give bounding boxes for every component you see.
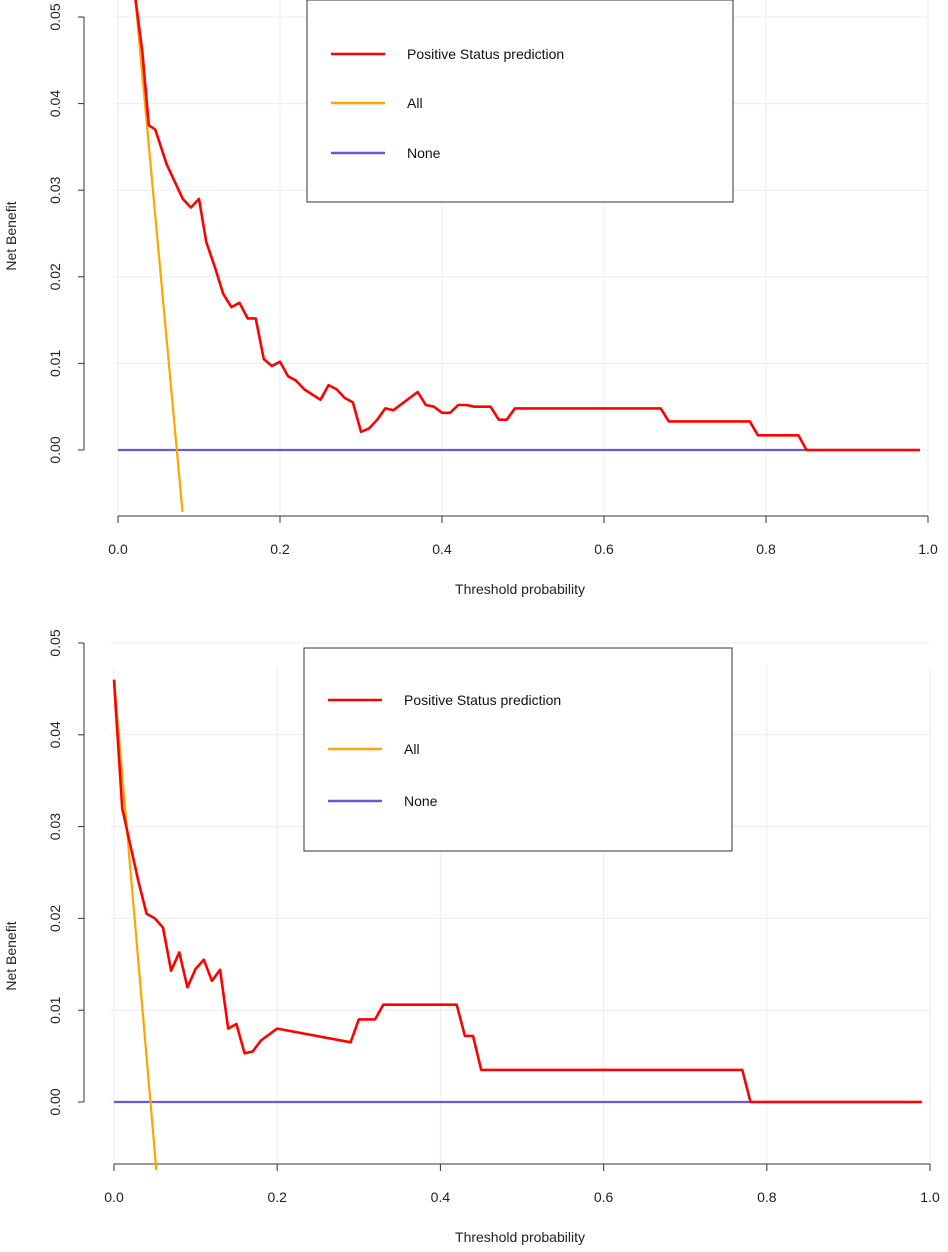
y-axis-title: Net Benefit bbox=[3, 201, 19, 270]
chart-panel-top: 0.00 0.01 0.02 0.03 0.04 0.05 0.0 0.2 0.4 0.6 0.8 1… bbox=[3, 0, 938, 597]
net-benefit-chart-top: 0.00 0.01 0.02 0.03 0.04 0.05 0.0 0.2 0.4 0.6 0.8 1… bbox=[3, 0, 938, 597]
x-axis-title: Threshold probability bbox=[455, 1229, 585, 1245]
legend: Positive Status prediction All None bbox=[306, 0, 734, 203]
x-tick-label: 0.8 bbox=[756, 541, 776, 557]
legend-box bbox=[306, 0, 734, 203]
series-line-all bbox=[134, 0, 184, 512]
series-line-all bbox=[112, 679, 158, 1170]
y-tick-label: 0.05 bbox=[47, 3, 63, 30]
x-tick-label: 1.0 bbox=[918, 541, 938, 557]
legend: Positive Status prediction All None bbox=[303, 647, 733, 852]
y-tick-label: 0.04 bbox=[47, 721, 63, 748]
legend-label: None bbox=[407, 145, 441, 161]
x-tick-label: 0.8 bbox=[757, 1189, 777, 1205]
y-tick-label: 0.01 bbox=[47, 350, 63, 377]
x-tick-label: 0.4 bbox=[431, 1189, 451, 1205]
x-tick-label: 0.6 bbox=[594, 541, 614, 557]
chart-panel-bottom: 0.00 0.01 0.02 0.03 0.04 0.05 0.0 0.2 0.4 0.6 0.8 1… bbox=[0, 626, 948, 1252]
legend-label: All bbox=[404, 741, 420, 757]
x-tick-label: 0.2 bbox=[270, 541, 290, 557]
series-line-positive-status-prediction bbox=[112, 679, 922, 1104]
x-tick-label: 0.0 bbox=[108, 541, 128, 557]
series-line-positive-status-prediction bbox=[134, 0, 920, 452]
net-benefit-chart-bottom: 0.00 0.01 0.02 0.03 0.04 0.05 0.0 0.2 0.4 0.6 0.8 1… bbox=[3, 629, 940, 1245]
y-tick-label: 0.03 bbox=[47, 176, 63, 203]
y-tick-label: 0.00 bbox=[47, 1088, 63, 1115]
y-tick-label: 0.04 bbox=[47, 90, 63, 117]
x-tick-label: 1.0 bbox=[920, 1189, 940, 1205]
x-tick-label: 0.0 bbox=[104, 1189, 124, 1205]
legend-label: Positive Status prediction bbox=[407, 46, 564, 62]
legend-label: All bbox=[407, 95, 423, 111]
x-tick-label: 0.2 bbox=[267, 1189, 287, 1205]
y-tick-label: 0.02 bbox=[47, 263, 63, 290]
y-tick-label: 0.02 bbox=[47, 905, 63, 932]
x-tick-label: 0.4 bbox=[432, 541, 452, 557]
y-tick-label: 0.03 bbox=[47, 813, 63, 840]
y-tick-label: 0.01 bbox=[47, 996, 63, 1023]
legend-label: None bbox=[404, 793, 438, 809]
legend-label: Positive Status prediction bbox=[404, 692, 561, 708]
x-tick-label: 0.6 bbox=[594, 1189, 614, 1205]
y-axis-title: Net Benefit bbox=[3, 921, 19, 990]
y-tick-label: 0.00 bbox=[47, 436, 63, 463]
y-tick-label: 0.05 bbox=[47, 629, 63, 656]
x-axis-title: Threshold probability bbox=[455, 581, 585, 597]
